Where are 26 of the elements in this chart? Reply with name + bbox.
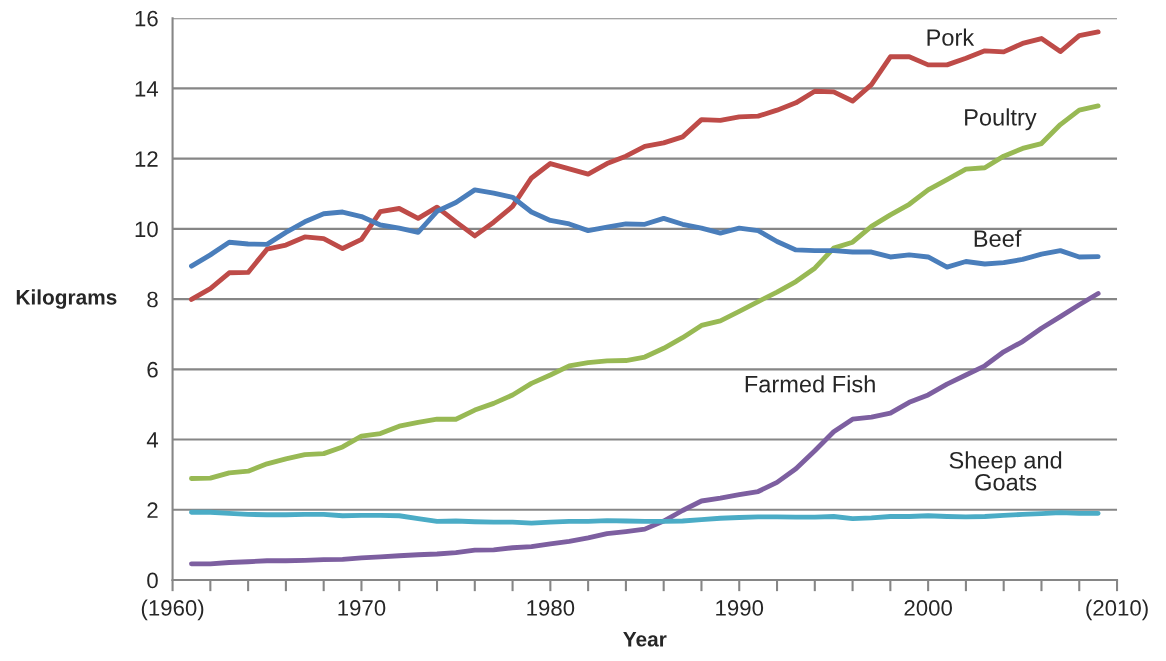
y-tick-label: 6 <box>147 361 158 378</box>
y-tick-label: 10 <box>135 221 158 238</box>
series-label: Pork <box>927 28 975 46</box>
line-series <box>189 291 1101 567</box>
series-label: Poultry <box>965 108 1037 131</box>
y-tick-label: 2 <box>147 502 158 518</box>
y-tick-label: 8 <box>147 291 158 308</box>
y-tick-label: 0 <box>147 572 158 589</box>
y-tick-label: 4 <box>146 432 159 448</box>
line-series <box>189 187 1101 270</box>
x-tick-label: (2010) <box>1086 599 1148 621</box>
x-axis-title: Year <box>623 632 667 647</box>
series-label: Farmed Fish <box>745 375 875 393</box>
y-tick-label: 16 <box>135 10 158 27</box>
y-tick-label: 12 <box>135 151 158 167</box>
x-tick-label: 1970 <box>338 600 386 616</box>
y-axis-title: Kilograms <box>16 289 117 309</box>
x-tick-label: 1980 <box>527 600 575 616</box>
x-tick-label: 2000 <box>904 600 952 616</box>
series-label: Beef <box>974 229 1022 248</box>
line-series <box>189 509 1101 526</box>
x-tick-label: (1960) <box>141 599 204 621</box>
x-tick-label: 1990 <box>716 600 764 616</box>
line-series <box>189 29 1101 302</box>
y-tick-label: 14 <box>135 81 159 97</box>
series-label: Sheep and Goats <box>949 451 1062 491</box>
